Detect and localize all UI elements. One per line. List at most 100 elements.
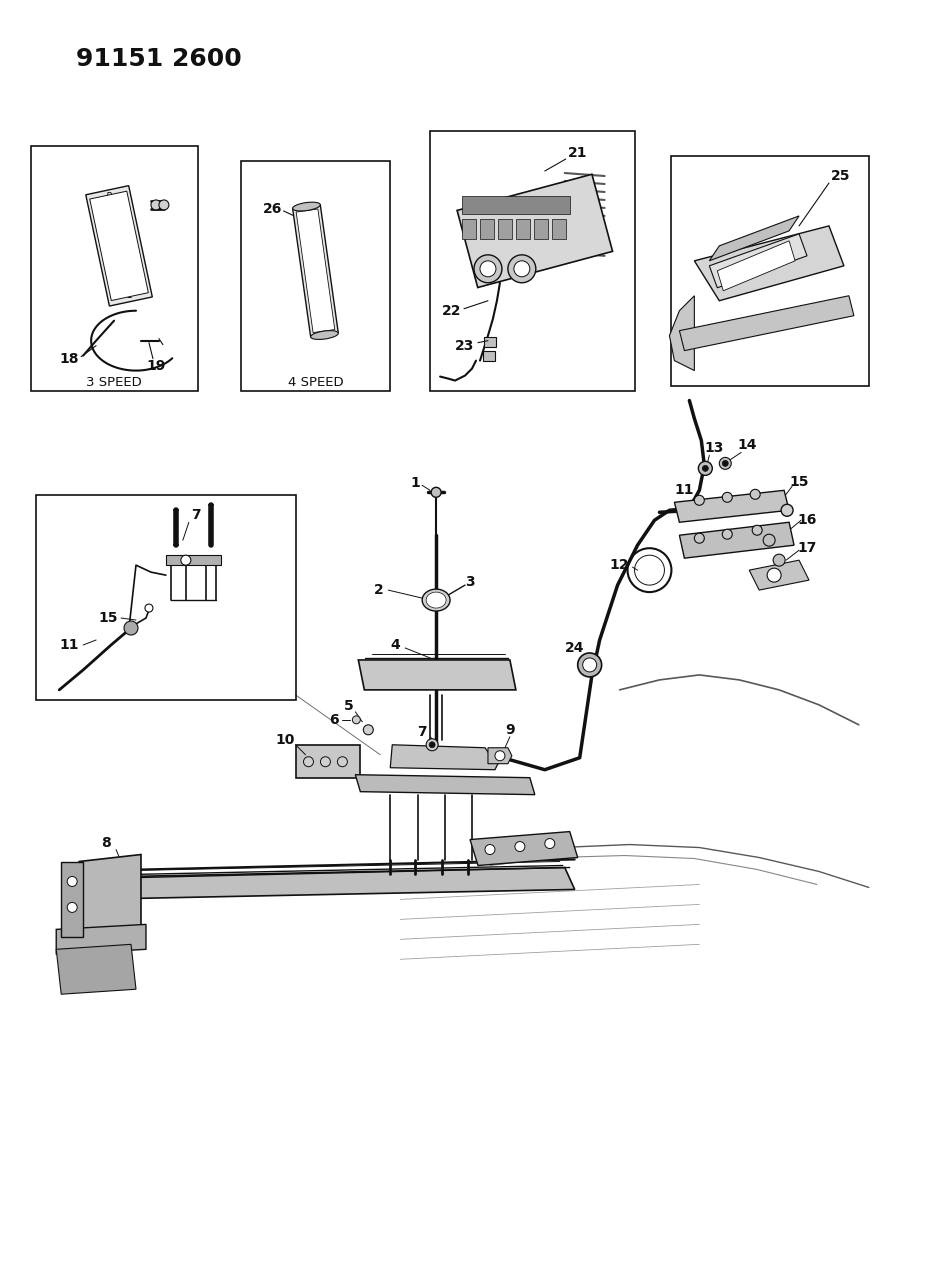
Circle shape [508, 255, 536, 283]
Polygon shape [674, 491, 789, 523]
Circle shape [431, 487, 441, 497]
Polygon shape [709, 233, 807, 288]
Text: 8: 8 [101, 835, 111, 849]
Polygon shape [86, 186, 152, 306]
Bar [241, 161, 390, 390]
Text: 6: 6 [329, 713, 339, 727]
Circle shape [321, 757, 330, 766]
Circle shape [583, 658, 597, 672]
Text: 15: 15 [789, 476, 809, 490]
Text: 25: 25 [831, 170, 851, 184]
Circle shape [474, 255, 502, 283]
Circle shape [145, 604, 153, 612]
Text: 1: 1 [127, 289, 132, 300]
Circle shape [159, 200, 169, 210]
Polygon shape [680, 523, 794, 558]
Circle shape [337, 757, 347, 766]
Ellipse shape [426, 592, 446, 608]
Text: 14: 14 [738, 439, 757, 453]
Polygon shape [669, 296, 694, 371]
Polygon shape [680, 296, 854, 351]
Text: L: L [324, 325, 328, 334]
Bar [462, 196, 569, 214]
Circle shape [515, 842, 525, 852]
Polygon shape [296, 209, 335, 333]
Text: N: N [115, 241, 123, 251]
Text: 2: 2 [373, 583, 383, 597]
Polygon shape [61, 862, 83, 937]
Circle shape [352, 715, 361, 724]
Text: 26: 26 [263, 201, 283, 215]
Bar [498, 219, 512, 238]
Text: 3: 3 [466, 575, 475, 589]
Polygon shape [709, 215, 799, 261]
Text: 91151 2600: 91151 2600 [76, 47, 242, 71]
Text: P: P [106, 193, 111, 201]
Circle shape [750, 490, 760, 500]
Polygon shape [355, 775, 535, 794]
Circle shape [68, 903, 77, 913]
Circle shape [773, 555, 785, 566]
Text: 4: 4 [390, 638, 400, 652]
Ellipse shape [292, 203, 320, 210]
Text: O: O [319, 302, 326, 311]
Bar [31, 147, 198, 390]
Text: 19: 19 [147, 358, 166, 372]
Text: 3 SPEED: 3 SPEED [87, 376, 142, 389]
Circle shape [723, 529, 732, 539]
Circle shape [694, 495, 704, 505]
Polygon shape [56, 945, 136, 994]
Text: 18: 18 [59, 352, 79, 366]
Bar [36, 495, 295, 700]
Polygon shape [457, 175, 612, 288]
Bar [480, 219, 494, 238]
Polygon shape [390, 745, 500, 770]
Circle shape [723, 460, 728, 467]
Bar [484, 337, 496, 347]
Circle shape [699, 462, 712, 476]
Polygon shape [292, 204, 338, 337]
Circle shape [720, 458, 731, 469]
Text: N: N [749, 264, 756, 273]
Circle shape [752, 525, 763, 536]
Text: R: R [738, 269, 744, 278]
Text: 1: 1 [410, 477, 420, 491]
Text: 11: 11 [59, 638, 79, 652]
Text: 13: 13 [704, 441, 724, 455]
Text: R: R [110, 217, 117, 227]
Text: D: D [121, 265, 128, 275]
Polygon shape [56, 924, 146, 954]
Circle shape [764, 534, 775, 546]
Circle shape [151, 200, 161, 210]
Bar [462, 219, 476, 238]
Text: 24: 24 [565, 641, 585, 655]
Circle shape [723, 492, 732, 502]
Text: D: D [316, 278, 323, 287]
Text: 10: 10 [276, 733, 295, 747]
Polygon shape [470, 831, 578, 866]
Text: 12: 12 [610, 558, 629, 572]
Ellipse shape [422, 589, 450, 611]
Circle shape [578, 653, 602, 677]
Circle shape [485, 844, 495, 854]
Polygon shape [79, 854, 141, 936]
Text: 15: 15 [98, 611, 118, 625]
Text: P: P [726, 275, 731, 284]
Circle shape [781, 505, 793, 516]
Circle shape [429, 742, 435, 747]
Bar [295, 745, 361, 778]
Bar [671, 156, 869, 385]
Bar [552, 219, 565, 238]
Circle shape [68, 876, 77, 886]
Text: R: R [309, 231, 316, 240]
Text: 16: 16 [798, 514, 817, 528]
Circle shape [364, 724, 373, 734]
Circle shape [426, 738, 438, 751]
Text: 5: 5 [344, 699, 353, 713]
Circle shape [767, 569, 781, 583]
Bar [483, 351, 495, 361]
Text: 11: 11 [675, 483, 694, 497]
Text: N: N [312, 255, 319, 264]
Ellipse shape [310, 330, 338, 339]
Text: P: P [307, 207, 312, 215]
